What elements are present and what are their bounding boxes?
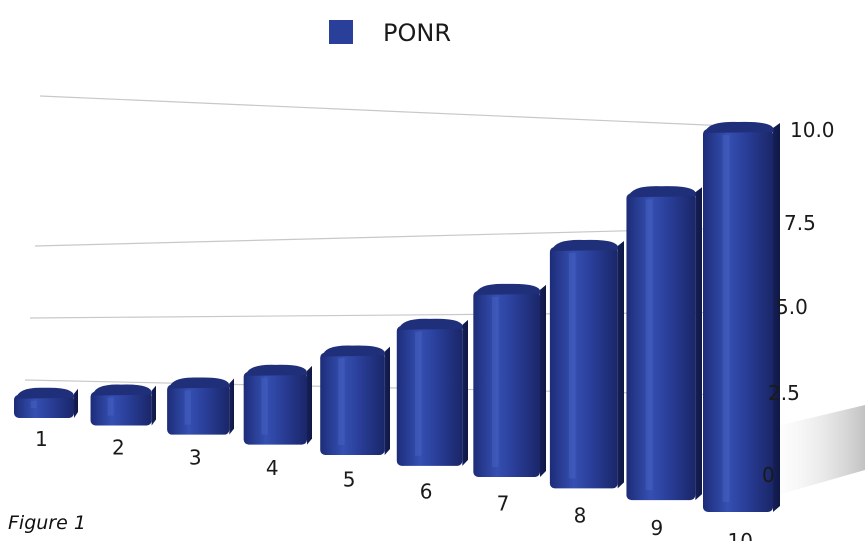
bar-top-5 xyxy=(322,345,385,357)
y-tick-label-2-5: 2.5 xyxy=(768,381,800,405)
bar-highlight-8 xyxy=(568,252,576,479)
bar-9 xyxy=(626,186,702,501)
bar-top-7 xyxy=(475,283,541,295)
bar-top-6 xyxy=(398,318,463,330)
bar-front-2 xyxy=(90,391,152,426)
bar-highlight-10 xyxy=(722,135,730,502)
x-tick-label-8: 8 xyxy=(574,504,587,528)
bar-top-8 xyxy=(551,239,619,251)
bar-1 xyxy=(14,387,78,418)
bar-front-5 xyxy=(320,352,385,455)
bar-top-4 xyxy=(245,364,308,376)
x-tick-label-4: 4 xyxy=(266,456,279,480)
bar-8 xyxy=(549,239,624,489)
bar-5 xyxy=(320,345,390,455)
x-tick-label-3: 3 xyxy=(189,445,202,469)
bar-highlight-3 xyxy=(184,390,191,425)
bar-top-2 xyxy=(92,384,152,396)
bar-side-2 xyxy=(151,385,156,426)
x-tick-label-10: 10 xyxy=(728,529,753,541)
bar-front-4 xyxy=(243,371,307,445)
legend: PONR xyxy=(329,19,451,47)
bar-highlight-2 xyxy=(107,397,114,416)
bar-side-9 xyxy=(695,187,702,501)
bar-side-4 xyxy=(307,365,312,445)
bar-front-3 xyxy=(167,384,230,435)
y-tick-labels: 0 2.5 5.0 7.5 10.0 xyxy=(762,118,835,487)
bar-front-8 xyxy=(549,246,618,489)
bar-highlight-5 xyxy=(338,358,345,445)
bar-top-9 xyxy=(628,186,696,198)
bar-highlight-9 xyxy=(645,199,653,491)
bar-highlight-4 xyxy=(261,377,268,435)
x-tick-label-7: 7 xyxy=(497,491,510,515)
bar-front-10 xyxy=(703,129,773,512)
y-tick-label-10-0: 10.0 xyxy=(790,118,835,142)
bar-4 xyxy=(243,364,312,445)
bar-highlight-6 xyxy=(415,331,422,456)
x-tick-label-6: 6 xyxy=(420,479,433,503)
x-tick-label-1: 1 xyxy=(35,427,48,451)
legend-swatch-ponr xyxy=(329,20,353,44)
x-tick-labels: 1 2 3 4 5 6 7 8 9 10 xyxy=(35,427,753,541)
bar-side-10 xyxy=(773,123,780,512)
bar-front-6 xyxy=(396,325,463,466)
bar-6 xyxy=(396,318,468,466)
floor-shadow xyxy=(760,405,865,500)
bar-top-10 xyxy=(705,121,774,133)
bar-side-5 xyxy=(384,346,390,455)
bar-highlight-1 xyxy=(30,400,37,408)
legend-label-ponr: PONR xyxy=(383,19,451,47)
bar-10 xyxy=(703,121,780,512)
chart-floor xyxy=(760,405,865,500)
x-tick-label-2: 2 xyxy=(112,435,125,459)
bar-side-6 xyxy=(462,319,468,466)
bar-front-9 xyxy=(626,193,696,501)
x-tick-label-9: 9 xyxy=(651,516,664,540)
bars xyxy=(14,121,780,512)
gridline-10.0 xyxy=(39,95,776,129)
bar-7 xyxy=(473,283,546,477)
y-tick-label-7-5: 7.5 xyxy=(784,211,816,235)
bar-front-7 xyxy=(473,290,540,477)
bar-side-8 xyxy=(617,240,624,489)
bar-top-3 xyxy=(169,377,230,389)
bar-front-1 xyxy=(14,394,74,418)
bar-side-1 xyxy=(74,388,78,418)
bar-3 xyxy=(167,377,234,435)
bar-2 xyxy=(90,384,156,426)
bar-side-3 xyxy=(229,378,234,435)
bar-side-7 xyxy=(540,284,546,477)
bar-highlight-7 xyxy=(492,296,499,467)
bar-top-1 xyxy=(16,387,75,399)
x-tick-label-5: 5 xyxy=(343,468,356,492)
y-tick-label-5-0: 5.0 xyxy=(776,295,808,319)
figure-caption: Figure 1 xyxy=(8,512,86,534)
y-tick-label-0: 0 xyxy=(762,463,775,487)
